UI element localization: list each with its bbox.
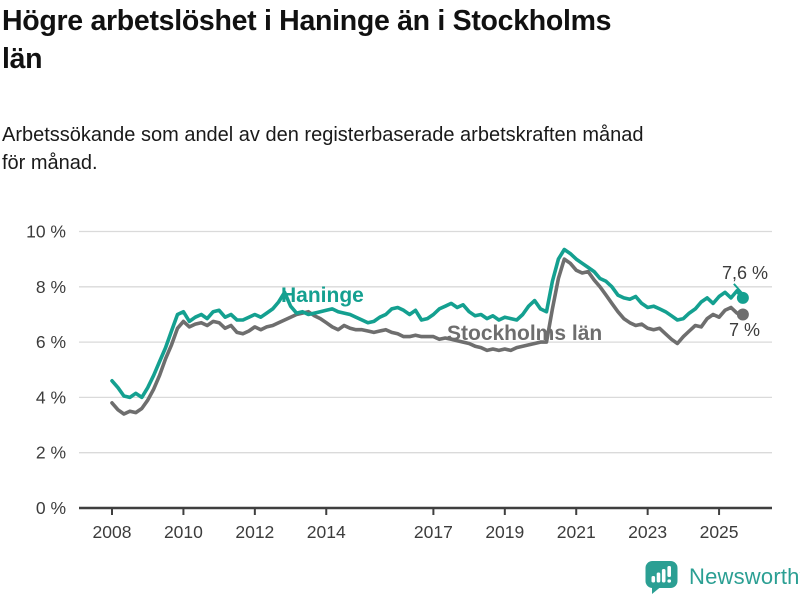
y-axis-tick-label: 2 % — [36, 443, 66, 463]
newsworthy-logo-text: Newsworthy — [689, 564, 800, 589]
x-axis-tick-label: 2019 — [485, 522, 524, 542]
series-line-stockholms-lan — [110, 257, 745, 416]
x-axis-tick-label: 2012 — [235, 522, 274, 542]
newsworthy-logo-icon — [645, 561, 678, 594]
title-line-2: län — [2, 43, 43, 75]
title-line-1: Högre arbetslöshet i Haninge än i Stockh… — [2, 5, 612, 37]
subtitle-line-2: för månad. — [2, 152, 98, 174]
x-axis-tick-label: 2025 — [700, 522, 739, 542]
y-axis-tick-label: 10 % — [26, 222, 66, 242]
x-axis-tick-label: 2017 — [414, 522, 453, 542]
series-line-haninge — [110, 247, 745, 400]
y-axis-tick-label: 8 % — [36, 277, 66, 297]
end-value-label-haninge: 7,6 % — [721, 263, 768, 283]
y-axis-tick-label: 6 % — [36, 332, 66, 352]
newsworthy-logo[interactable]: Newsworthy — [644, 560, 800, 594]
subtitle-line-1: Arbetssökande som andel av den registerb… — [2, 124, 644, 146]
x-axis-tick-label: 2008 — [93, 522, 132, 542]
series-label-stockholms-lan: Stockholms län — [447, 322, 603, 345]
page-title: Högre arbetslöshet i Haninge än i Stockh… — [2, 2, 772, 78]
end-label-leader — [733, 283, 743, 294]
chart-subtitle: Arbetssökande som andel av den registerb… — [2, 121, 762, 177]
series-end-dot-haninge — [736, 291, 749, 304]
end-value-label-stockholms-lan: 7 % — [728, 320, 760, 340]
x-axis-tick-label: 2014 — [307, 522, 346, 542]
y-axis-tick-label: 4 % — [36, 387, 66, 407]
x-axis-tick-label: 2010 — [164, 522, 203, 542]
series-label-haninge: Haninge — [281, 284, 364, 307]
y-axis-tick-label: 0 % — [36, 498, 66, 518]
x-axis-tick-label: 2021 — [557, 522, 596, 542]
series-end-dot-stockholms-lan — [736, 308, 749, 321]
x-axis-tick-label: 2023 — [628, 522, 667, 542]
